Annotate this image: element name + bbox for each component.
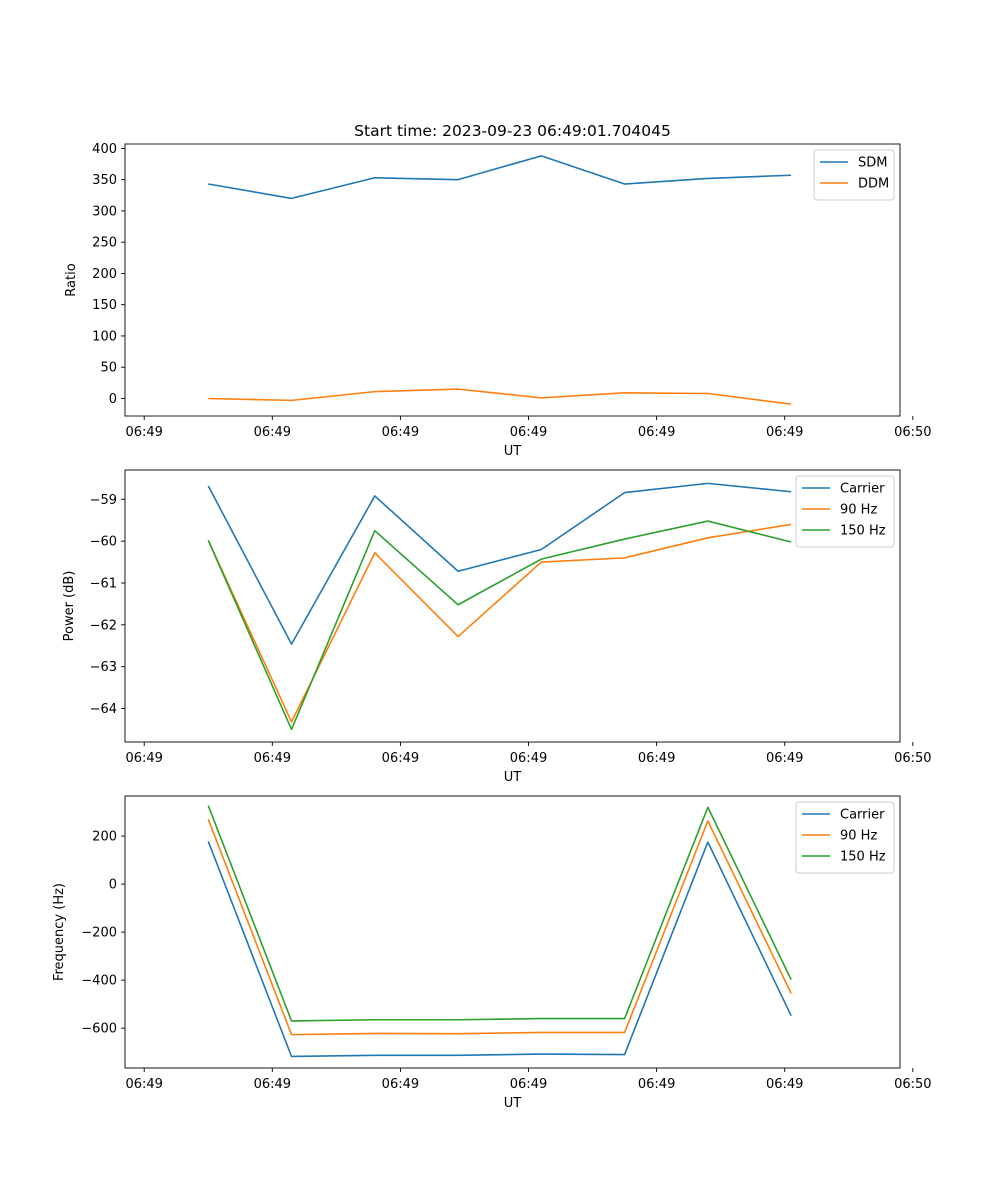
chart-title: Start time: 2023-09-23 06:49:01.704045 <box>354 122 671 140</box>
x-tick-label: 06:49 <box>638 751 675 766</box>
y-tick-label: 200 <box>92 830 117 845</box>
y-tick-label: 0 <box>109 878 117 893</box>
y-tick-label: −59 <box>90 493 117 508</box>
x-tick-label: 06:49 <box>510 751 547 766</box>
x-tick-label: 06:49 <box>510 1077 547 1092</box>
x-tick-label: 06:49 <box>125 1077 162 1092</box>
chart-panel-2: 06:49 06:49 06:49 06:49 06:49 06:49 06:50 −64 −6… <box>62 469 932 785</box>
legend-label: 90 Hz <box>840 503 877 518</box>
x-tick-label: 06:49 <box>382 425 419 440</box>
x-tick-label: 06:49 <box>125 751 162 766</box>
y-tick-label: −61 <box>90 576 117 591</box>
y-tick-label: 300 <box>92 204 117 219</box>
chart-panel-3: 06:49 06:49 06:49 06:49 06:49 06:49 06:50 −600 −… <box>52 795 932 1111</box>
x-axis-label: UT <box>504 444 522 459</box>
legend-label: 150 Hz <box>840 850 886 865</box>
x-axis-label: UT <box>504 1096 522 1111</box>
legend-label: SDM <box>858 156 887 171</box>
y-tick-label: −400 <box>81 974 117 989</box>
x-tick-label: 06:49 <box>382 751 419 766</box>
chart-panel-1: 06:49 06:49 06:49 06:49 06:49 06:49 06:50 0 50 10… <box>64 122 932 459</box>
panels: 06:49 06:49 06:49 06:49 06:49 06:49 06:50 0 50 10… <box>52 122 932 1111</box>
y-tick-label: 0 <box>109 392 117 407</box>
y-tick-label: −64 <box>90 702 117 717</box>
series-line-150-hz <box>207 520 792 731</box>
y-tick-label: 150 <box>92 298 117 313</box>
legend-label: DDM <box>858 177 889 192</box>
legend: Carrier 90 Hz 150 Hz <box>795 475 895 548</box>
x-tick-label: 06:50 <box>894 1077 931 1092</box>
x-tick-label: 06:49 <box>638 1077 675 1092</box>
series-line-ddm <box>208 388 792 405</box>
y-tick-label: 100 <box>92 329 117 344</box>
legend: SDM DDM <box>813 149 895 201</box>
x-axis-label: UT <box>504 770 522 785</box>
x-tick-label: 06:49 <box>766 751 803 766</box>
y-axis-label: Frequency (Hz) <box>52 883 67 981</box>
series-line-carrier <box>207 482 792 645</box>
legend-label: Carrier <box>840 482 885 497</box>
y-tick-label: −63 <box>90 660 117 675</box>
axes-frame <box>124 469 901 743</box>
series-line-90-hz <box>207 819 792 1036</box>
y-tick-label: −600 <box>81 1022 117 1037</box>
x-tick-label: 06:49 <box>125 425 162 440</box>
y-tick-label: 400 <box>92 142 117 157</box>
y-tick-label: −200 <box>81 926 117 941</box>
y-tick-label: 200 <box>92 267 117 282</box>
x-tick-label: 06:49 <box>254 1077 291 1092</box>
x-tick-label: 06:49 <box>766 425 803 440</box>
y-axis-label: Power (dB) <box>62 571 77 642</box>
x-tick-label: 06:49 <box>254 425 291 440</box>
y-tick-label: 350 <box>92 173 117 188</box>
legend: Carrier 90 Hz 150 Hz <box>795 801 895 874</box>
series-line-150-hz <box>207 805 792 1022</box>
x-tick-label: 06:49 <box>254 751 291 766</box>
y-axis-label: Ratio <box>64 263 79 296</box>
x-tick-label: 06:49 <box>638 425 675 440</box>
series-line-90-hz <box>207 523 792 723</box>
x-tick-label: 06:49 <box>382 1077 419 1092</box>
y-tick-label: 250 <box>92 236 117 251</box>
y-tick-label: −62 <box>90 618 117 633</box>
x-tick-label: 06:49 <box>766 1077 803 1092</box>
x-tick-label: 06:50 <box>894 425 931 440</box>
legend-label: 150 Hz <box>840 524 886 539</box>
axes-frame <box>124 143 901 417</box>
legend-label: Carrier <box>840 808 885 823</box>
x-tick-label: 06:50 <box>894 751 931 766</box>
y-tick-label: 50 <box>100 361 117 376</box>
series-line-sdm <box>208 155 792 200</box>
y-tick-label: −60 <box>90 535 117 550</box>
series-line-carrier <box>207 841 792 1058</box>
x-tick-label: 06:49 <box>510 425 547 440</box>
legend-label: 90 Hz <box>840 829 877 844</box>
